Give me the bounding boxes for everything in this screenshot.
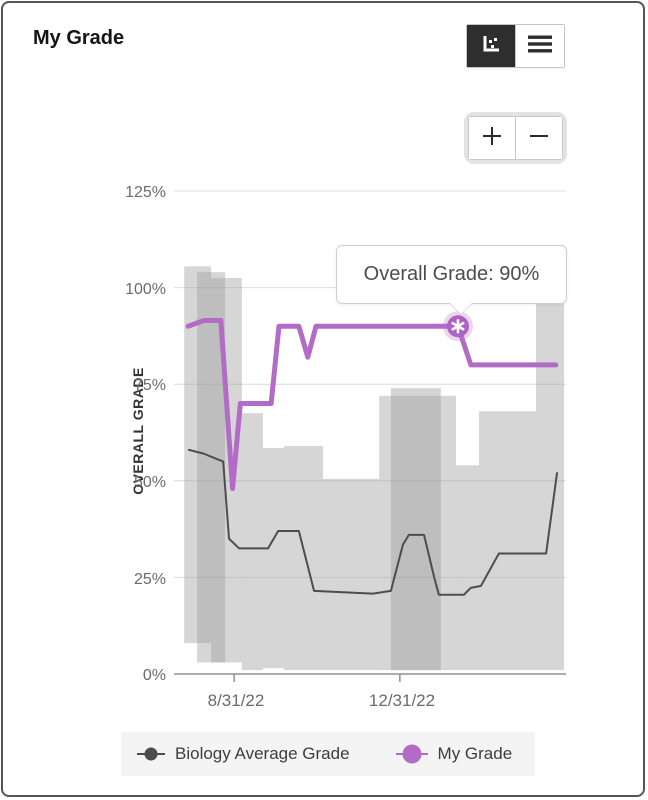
chart-view-button[interactable] [467, 25, 515, 67]
page-title: My Grade [33, 27, 125, 49]
grade-chart[interactable] [3, 3, 645, 797]
tooltip-pointer [449, 301, 473, 315]
y-tick-label: 0% [142, 667, 166, 684]
chart-legend: Biology Average Grade My Grade [121, 732, 535, 776]
y-tick-label: 125% [125, 184, 166, 201]
list-view-button[interactable] [515, 25, 564, 67]
y-tick-label: 100% [125, 281, 166, 298]
zoom-in-button[interactable] [469, 117, 515, 159]
grade-tooltip: Overall Grade: 90% [336, 245, 567, 315]
x-tick-label: 8/31/22 [207, 691, 265, 710]
plus-icon [481, 125, 503, 152]
y-tick-label: 25% [133, 571, 166, 588]
line-dot-marker-icon [137, 747, 165, 761]
zoom-controls [464, 112, 567, 164]
scatter-chart-icon [480, 33, 502, 60]
y-tick-label: 50% [133, 474, 166, 491]
y-tick-label: 75% [133, 377, 166, 394]
tooltip-text: Overall Grade: 90% [363, 263, 540, 285]
view-toggle-group [466, 24, 565, 68]
hamburger-menu-icon [528, 35, 552, 58]
zoom-out-button[interactable] [515, 117, 562, 159]
legend-item-my-grade: My Grade [395, 743, 513, 765]
legend-item-biology-average: Biology Average Grade [137, 744, 350, 764]
minus-icon [528, 125, 550, 152]
line-dot-marker-icon [395, 744, 428, 764]
legend-label: My Grade [437, 744, 513, 763]
x-tick-label: 12/31/22 [368, 691, 436, 710]
legend-label: Biology Average Grade [175, 744, 350, 763]
